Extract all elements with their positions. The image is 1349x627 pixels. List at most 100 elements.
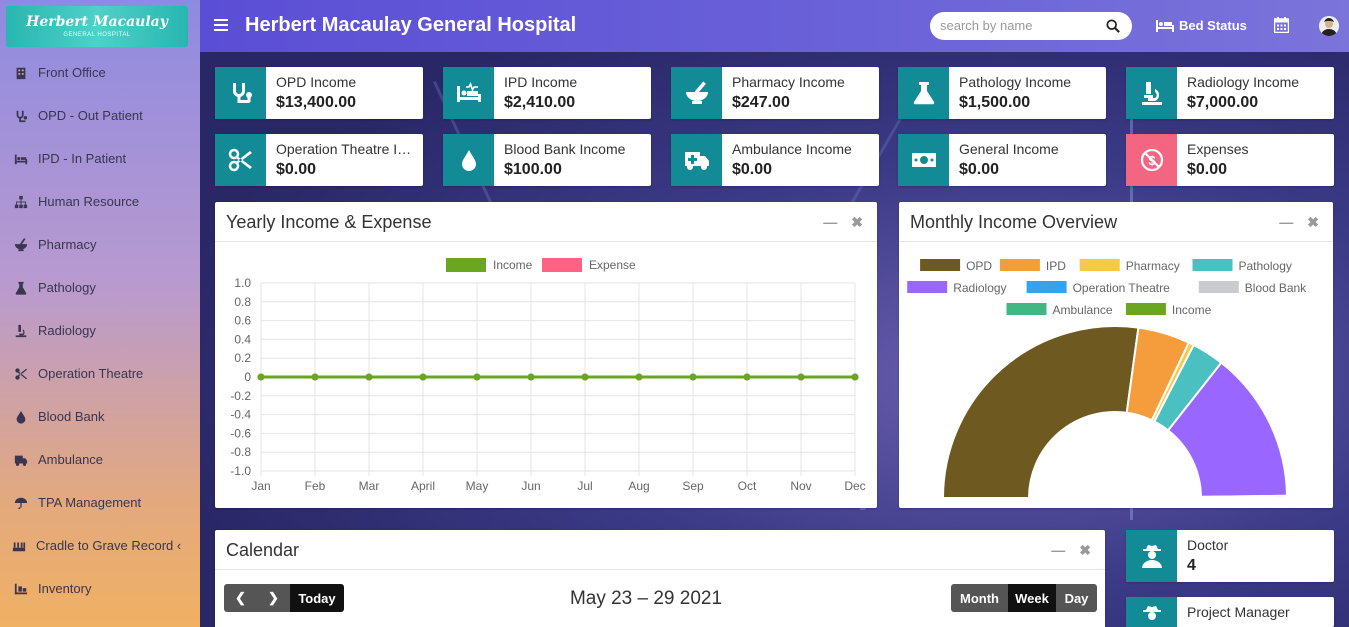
minimize-icon[interactable]: — — [823, 214, 838, 230]
sidebar-item-pharmacy[interactable]: Pharmacy — [0, 223, 200, 266]
month-view-button[interactable]: Month — [951, 584, 1008, 612]
panel-header: Calendar — ✖ — [215, 530, 1105, 570]
y-tick-label: 0.4 — [234, 332, 251, 346]
general-income-box[interactable]: General Income $0.00 — [898, 134, 1106, 186]
legend-label: Income — [1172, 303, 1212, 317]
data-point-income — [365, 373, 373, 381]
income-label: Pathology Income — [959, 74, 1072, 90]
day-view-button[interactable]: Day — [1056, 584, 1097, 612]
income-label: Operation Theatre Income — [276, 141, 414, 157]
data-point-income — [743, 373, 751, 381]
x-tick-label: Sep — [682, 479, 704, 493]
pharmacy-income-box[interactable]: Pharmacy Income $247.00 — [671, 67, 879, 119]
close-icon[interactable]: ✖ — [851, 214, 863, 230]
y-tick-label: -1.0 — [230, 464, 251, 478]
data-point-income — [635, 373, 643, 381]
sidebar-item-radiology[interactable]: Radiology — [0, 309, 200, 352]
legend-swatch-income — [446, 258, 486, 272]
chevron-left-icon: ❮ — [235, 590, 246, 605]
monthly-doughnut-chart: OPD IPD Pharmacy Pathology Radiology Operatio… — [907, 259, 1307, 499]
microscope-icon — [1141, 82, 1162, 105]
legend-swatch — [920, 259, 961, 271]
week-view-button[interactable]: Week — [1008, 584, 1056, 612]
menu-toggle-icon[interactable] — [214, 19, 228, 31]
operation-theatre-income-box[interactable]: Operation Theatre Income $0.00 — [215, 134, 423, 186]
search-icon[interactable] — [1106, 19, 1120, 33]
hospital-logo[interactable]: Herbert Macaulay GENERAL HOSPITAL — [6, 6, 188, 47]
income-value: $0.00 — [1187, 161, 1228, 178]
bed-status-link[interactable]: Bed Status — [1156, 18, 1247, 33]
yearly-income-expense-panel: Yearly Income & Expense — ✖ Income Expense… — [215, 202, 877, 508]
income-label: Ambulance Income — [732, 141, 852, 157]
income-value: $100.00 — [504, 161, 562, 178]
sidebar-item-opd[interactable]: OPD - Out Patient — [0, 94, 200, 137]
stethoscope-icon — [16, 110, 28, 122]
data-point-income — [527, 373, 535, 381]
sidebar-item-label: Pathology — [38, 280, 96, 295]
close-icon[interactable]: ✖ — [1307, 214, 1319, 230]
y-tick-label: 1.0 — [234, 276, 251, 290]
pharmacy-income-icon-bg — [671, 67, 722, 119]
data-point-income — [797, 373, 805, 381]
user-secret-icon — [1141, 545, 1162, 568]
user-avatar[interactable] — [1319, 16, 1339, 36]
sidebar-item-label: Blood Bank — [38, 409, 105, 424]
data-point-income — [473, 373, 481, 381]
sidebar: Herbert Macaulay GENERAL HOSPITAL Front … — [0, 0, 200, 627]
income-label: OPD Income — [276, 74, 357, 90]
legend-swatch — [1125, 303, 1166, 315]
panel-title: Monthly Income Overview — [910, 212, 1118, 232]
radiology-income-icon-bg — [1126, 67, 1177, 119]
microscope-icon — [15, 324, 27, 337]
sidebar-item-front-office[interactable]: Front Office — [0, 51, 200, 94]
top-header: Herbert Macaulay General Hospital Bed St… — [200, 0, 1349, 52]
close-icon[interactable]: ✖ — [1079, 542, 1091, 558]
opd-income-box[interactable]: OPD Income $13,400.00 — [215, 67, 423, 119]
next-week-button[interactable]: ❯ — [257, 584, 290, 612]
pathology-income-box[interactable]: Pathology Income $1,500.00 — [898, 67, 1106, 119]
income-value: $1,500.00 — [959, 94, 1031, 111]
ambulance-income-box[interactable]: Ambulance Income $0.00 — [671, 134, 879, 186]
sidebar-item-ipd[interactable]: IPD - In Patient — [0, 137, 200, 180]
x-tick-label: Jun — [521, 479, 540, 493]
tint-icon — [16, 410, 26, 424]
calendar-icon[interactable] — [1274, 17, 1289, 33]
income-label: IPD Income — [504, 74, 578, 90]
legend-swatch — [1192, 259, 1233, 271]
sidebar-item-operation-theatre[interactable]: Operation Theatre — [0, 352, 200, 395]
slice-radiology — [1166, 361, 1288, 498]
ipd-income-box[interactable]: IPD Income $2,410.00 — [443, 67, 651, 119]
income-value: $0.00 — [276, 161, 317, 178]
sidebar-item-cradle-to-grave[interactable]: Cradle to Grave Record ‹ — [0, 524, 200, 567]
sidebar-item-blood-bank[interactable]: Blood Bank — [0, 395, 200, 438]
search-box — [930, 12, 1132, 40]
sidebar-item-label: IPD - In Patient — [38, 151, 127, 166]
x-tick-label: Jan — [251, 479, 270, 493]
record-icon — [12, 542, 26, 551]
radiology-income-box[interactable]: Radiology Income $7,000.00 — [1126, 67, 1334, 119]
sidebar-item-pathology[interactable]: Pathology — [0, 266, 200, 309]
calendar-date-range: May 23 – 29 2021 — [569, 588, 723, 609]
minimize-icon[interactable]: — — [1051, 542, 1066, 558]
legend-label: Pharmacy — [1126, 259, 1180, 273]
sidebar-item-ambulance[interactable]: Ambulance — [0, 438, 200, 481]
today-button[interactable]: Today — [290, 584, 344, 612]
expenses-box[interactable]: $ Expenses $0.00 — [1126, 134, 1334, 186]
legend-label: Pathology — [1239, 259, 1292, 273]
x-tick-label: May — [466, 479, 489, 493]
doctor-count-box[interactable]: Doctor 4 — [1126, 530, 1334, 582]
x-tick-label: Oct — [738, 479, 757, 493]
y-tick-label: 0 — [244, 370, 251, 384]
logo-name: Herbert Macaulay — [26, 14, 168, 30]
project-manager-count-box[interactable]: Project Manager — [1126, 597, 1334, 627]
sidebar-item-tpa-management[interactable]: TPA Management — [0, 481, 200, 524]
sidebar-item-inventory[interactable]: Inventory — [0, 567, 200, 610]
income-label: Blood Bank Income — [504, 141, 626, 157]
inventory-icon — [14, 583, 28, 594]
blood-bank-income-box[interactable]: Blood Bank Income $100.00 — [443, 134, 651, 186]
prev-week-button[interactable]: ❮ — [224, 584, 257, 612]
search-input[interactable] — [940, 18, 1100, 33]
svg-text:$: $ — [1148, 153, 1156, 168]
minimize-icon[interactable]: — — [1279, 214, 1294, 230]
sidebar-item-human-resource[interactable]: Human Resource — [0, 180, 200, 223]
